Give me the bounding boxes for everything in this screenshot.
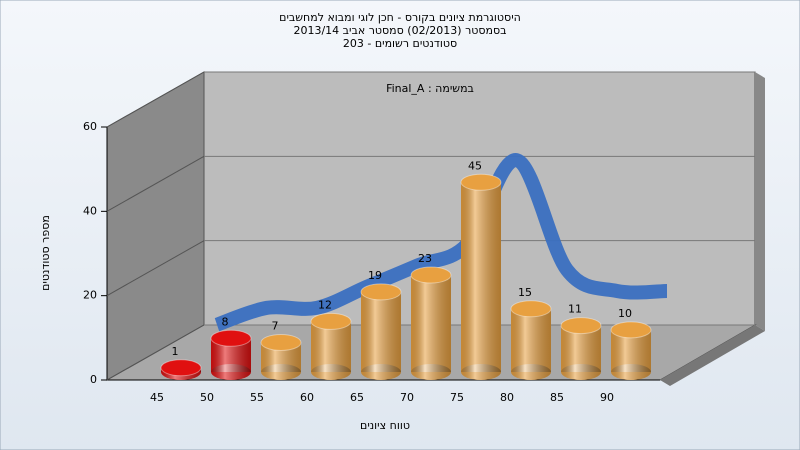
- chart-subtitle: בסמסטר (02/2013) סמסטר אביב 2013/14: [293, 24, 506, 37]
- data-label: 7: [272, 319, 279, 332]
- y-tick-label: 20: [83, 289, 97, 302]
- x-tick-label: 85: [550, 391, 564, 404]
- data-label: 11: [568, 303, 582, 316]
- x-tick-label: 50: [200, 391, 214, 404]
- y-axis-label: מספר סטודנטים: [39, 215, 52, 291]
- x-tick-label: 65: [350, 391, 364, 404]
- bar-shine: [261, 364, 301, 380]
- bar-shine: [561, 364, 601, 380]
- bar-top: [410, 266, 452, 284]
- bar-shine: [411, 275, 451, 372]
- wall-edge: [755, 72, 765, 331]
- grid-line: [106, 324, 205, 381]
- bar-shine: [511, 364, 551, 380]
- x-tick-label: 90: [600, 391, 614, 404]
- bar-shine: [461, 182, 501, 372]
- x-tick-label: 45: [150, 391, 164, 404]
- data-label: 12: [318, 298, 332, 311]
- bar-shine: [361, 291, 401, 372]
- bar-top: [360, 283, 402, 301]
- bar-shine: [411, 364, 451, 380]
- y-tick-label: 0: [90, 373, 97, 386]
- bar-shine: [311, 364, 351, 380]
- bar-shine: [511, 308, 551, 372]
- bar-top: [460, 173, 502, 191]
- x-tick-label: 75: [450, 391, 464, 404]
- bar-top: [510, 300, 552, 318]
- grid-line: [106, 240, 205, 297]
- data-label: 15: [518, 286, 532, 299]
- y-tick-label: 40: [83, 204, 97, 217]
- data-label: 10: [618, 307, 632, 320]
- bar-shine: [461, 364, 501, 380]
- bar-top: [610, 321, 652, 339]
- bar-shine: [611, 364, 651, 380]
- bar-top: [260, 333, 302, 351]
- bar-top: [560, 317, 602, 335]
- bar-shine: [211, 364, 251, 380]
- data-label: 1: [172, 345, 179, 358]
- x-axis-label: טווח ציונים: [360, 419, 410, 432]
- grid-line: [106, 71, 205, 128]
- x-tick-label: 55: [250, 391, 264, 404]
- bar-top: [160, 359, 202, 377]
- data-label: 23: [418, 252, 432, 265]
- data-label: 8: [222, 315, 229, 328]
- bar-shine: [361, 364, 401, 380]
- bar-shine: [311, 321, 351, 372]
- data-label: 19: [368, 269, 382, 282]
- bar-top: [310, 312, 352, 330]
- x-tick-label: 70: [400, 391, 414, 404]
- y-tick-label: 60: [83, 120, 97, 133]
- x-tick-label: 60: [300, 391, 314, 404]
- annotation: Final_A : במשימה: [386, 82, 474, 95]
- data-label: 45: [468, 159, 482, 172]
- x-tick-label: 80: [500, 391, 514, 404]
- grid-line: [106, 155, 205, 212]
- bar-top: [210, 329, 252, 347]
- chart-subtitle: סטודנטים רשומים - 203: [343, 37, 457, 50]
- chart-title: היסטוגרמת ציונים בקורס - חכן לוגי ומבוא …: [279, 11, 521, 24]
- floor-edge: [660, 325, 765, 386]
